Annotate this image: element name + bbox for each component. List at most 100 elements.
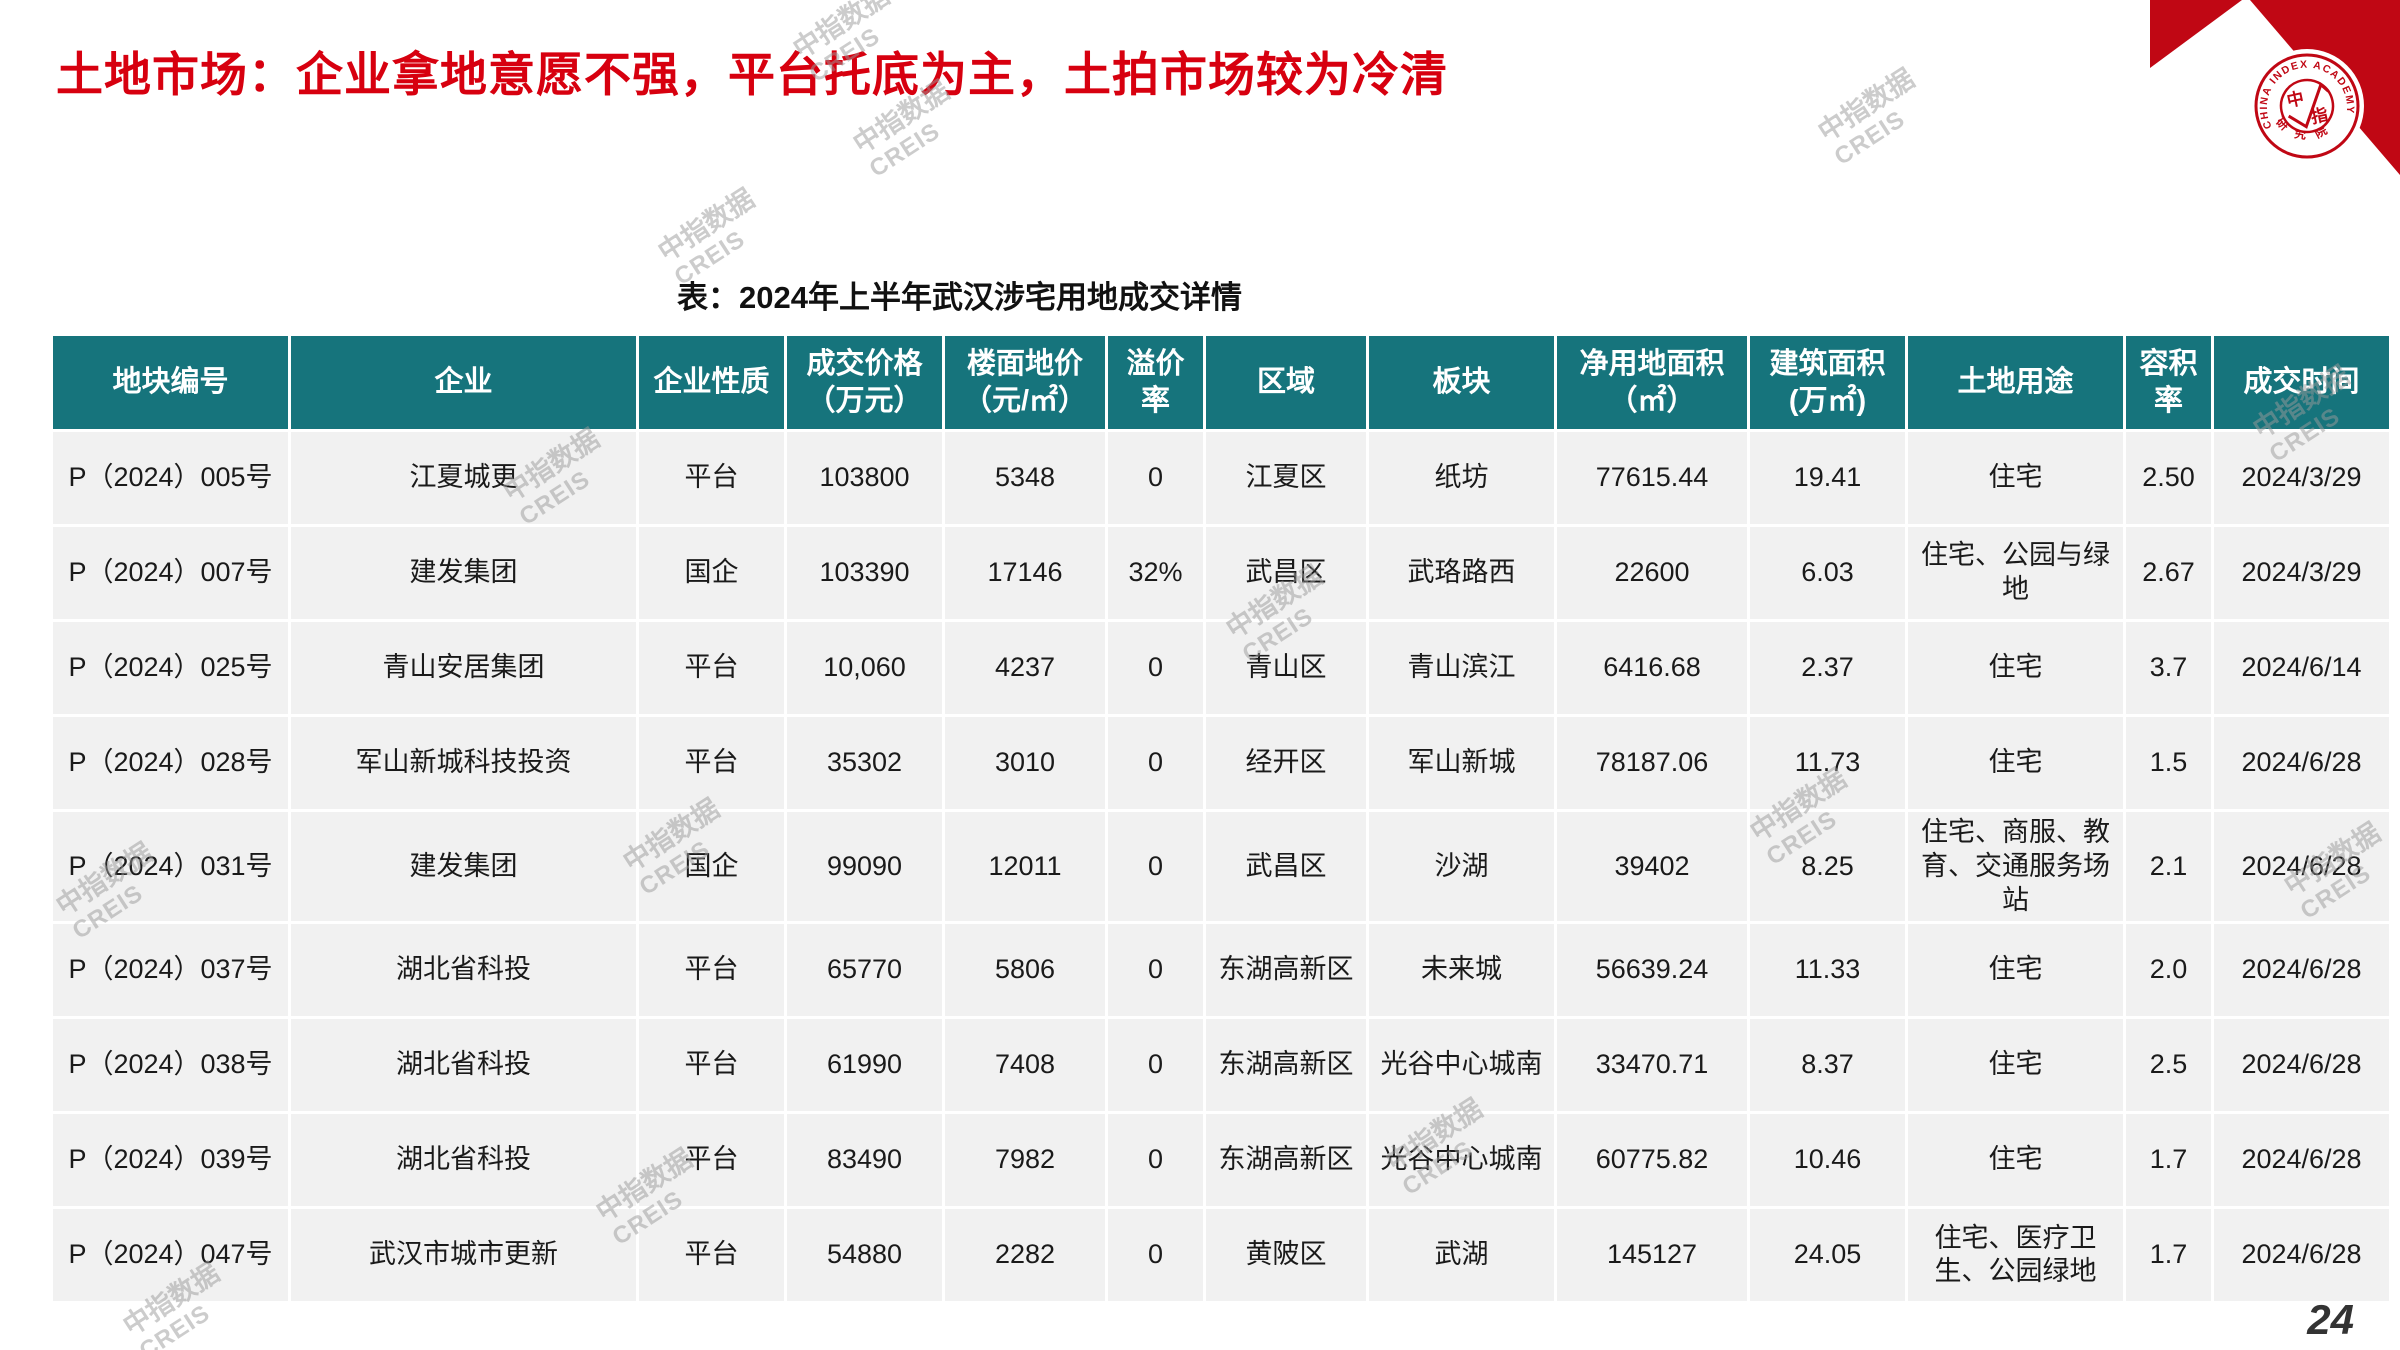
cell-company: 建发集团 [291, 527, 636, 619]
cell-deal-date: 2024/6/28 [2214, 1209, 2389, 1302]
cell-net-land-area: 22600 [1557, 527, 1747, 619]
cell-plot-id: P（2024）037号 [53, 924, 288, 1017]
cell-far: 2.0 [2126, 924, 2211, 1017]
cell-company-type: 平台 [639, 717, 784, 809]
cell-price: 54880 [787, 1209, 942, 1302]
cell-premium-rate: 0 [1108, 924, 1203, 1017]
cell-deal-date: 2024/6/28 [2214, 924, 2389, 1017]
cell-floor-price: 17146 [945, 527, 1105, 619]
column-header-far: 容积 率 [2126, 336, 2211, 429]
cell-land-use: 住宅、商服、教育、交通服务场站 [1908, 812, 2123, 922]
cell-building-area: 19.41 [1750, 432, 1905, 524]
cell-plot-id: P（2024）038号 [53, 1019, 288, 1112]
column-header-plot-id: 地块编号 [53, 336, 288, 429]
slide-title: 土地市场：企业拿地意愿不强，平台托底为主，土拍市场较为冷清 [56, 48, 1448, 101]
column-header-premium-rate: 溢价 率 [1108, 336, 1203, 429]
cell-district: 东湖高新区 [1206, 924, 1366, 1017]
cell-district: 青山区 [1206, 622, 1366, 714]
cell-company: 青山安居集团 [291, 622, 636, 714]
cell-premium-rate: 0 [1108, 1209, 1203, 1302]
cell-price: 61990 [787, 1019, 942, 1112]
cell-company-type: 平台 [639, 1019, 784, 1112]
cell-far: 1.7 [2126, 1114, 2211, 1207]
cell-company-type: 平台 [639, 1114, 784, 1207]
cell-plot-id: P（2024）031号 [53, 812, 288, 922]
cell-price: 103800 [787, 432, 942, 524]
cell-net-land-area: 33470.71 [1557, 1019, 1747, 1112]
cell-district: 东湖高新区 [1206, 1019, 1366, 1112]
cell-premium-rate: 0 [1108, 812, 1203, 922]
land-transactions-table: 地块编号 企业 企业性质 成交价格 （万元） 楼面地价 （元/㎡） 溢价 率 区… [50, 333, 2392, 1304]
cell-price: 83490 [787, 1114, 942, 1207]
cell-plot-id: P（2024）007号 [53, 527, 288, 619]
cell-land-use: 住宅 [1908, 924, 2123, 1017]
cell-deal-date: 2024/6/28 [2214, 717, 2389, 809]
cell-land-use: 住宅、公园与绿地 [1908, 527, 2123, 619]
china-index-academy-logo: CHINA INDEX ACADEMY 研 究 院 中 指 [2150, 0, 2400, 175]
cell-plot-id: P（2024）039号 [53, 1114, 288, 1207]
cell-deal-date: 2024/3/29 [2214, 527, 2389, 619]
cell-company-type: 平台 [639, 432, 784, 524]
cell-company-type: 国企 [639, 812, 784, 922]
cell-company-type: 平台 [639, 622, 784, 714]
table-row: P（2024）025号 青山安居集团 平台 10,060 4237 0 青山区 … [53, 622, 2389, 714]
cell-district: 经开区 [1206, 717, 1366, 809]
page-number: 24 [2307, 1296, 2354, 1343]
table-row: P（2024）005号 江夏城更 平台 103800 5348 0 江夏区 纸坊… [53, 432, 2389, 524]
cell-district: 武昌区 [1206, 527, 1366, 619]
cell-land-use: 住宅 [1908, 432, 2123, 524]
table-row: P（2024）037号 湖北省科投 平台 65770 5806 0 东湖高新区 … [53, 924, 2389, 1017]
table-row: P（2024）007号 建发集团 国企 103390 17146 32% 武昌区… [53, 527, 2389, 619]
cell-sector: 纸坊 [1369, 432, 1554, 524]
cell-sector: 未来城 [1369, 924, 1554, 1017]
column-header-deal-date: 成交时间 [2214, 336, 2389, 429]
cell-price: 35302 [787, 717, 942, 809]
cell-far: 3.7 [2126, 622, 2211, 714]
cell-district: 江夏区 [1206, 432, 1366, 524]
cell-premium-rate: 32% [1108, 527, 1203, 619]
cell-premium-rate: 0 [1108, 717, 1203, 809]
cell-far: 2.67 [2126, 527, 2211, 619]
cell-company-type: 平台 [639, 1209, 784, 1302]
seal-char-zhong: 中 [2285, 88, 2306, 111]
column-header-company-type: 企业性质 [639, 336, 784, 429]
seal-char-zhi: 指 [2309, 104, 2330, 127]
cell-net-land-area: 60775.82 [1557, 1114, 1747, 1207]
cell-plot-id: P（2024）025号 [53, 622, 288, 714]
cell-deal-date: 2024/6/28 [2214, 1019, 2389, 1112]
cell-net-land-area: 145127 [1557, 1209, 1747, 1302]
column-header-building-area: 建筑面积 (万㎡) [1750, 336, 1905, 429]
cell-company: 武汉市城市更新 [291, 1209, 636, 1302]
cell-sector: 光谷中心城南 [1369, 1019, 1554, 1112]
column-header-land-use: 土地用途 [1908, 336, 2123, 429]
table-row: P（2024）038号 湖北省科投 平台 61990 7408 0 东湖高新区 … [53, 1019, 2389, 1112]
column-header-company: 企业 [291, 336, 636, 429]
table-body: P（2024）005号 江夏城更 平台 103800 5348 0 江夏区 纸坊… [53, 432, 2389, 1302]
cell-premium-rate: 0 [1108, 1114, 1203, 1207]
cell-floor-price: 5348 [945, 432, 1105, 524]
cell-price: 103390 [787, 527, 942, 619]
cell-premium-rate: 0 [1108, 432, 1203, 524]
table-row: P（2024）031号 建发集团 国企 99090 12011 0 武昌区 沙湖… [53, 812, 2389, 922]
cell-land-use: 住宅、医疗卫生、公园绿地 [1908, 1209, 2123, 1302]
column-header-floor-price: 楼面地价 （元/㎡） [945, 336, 1105, 429]
seal-emblem: 中 指 [2279, 78, 2335, 134]
cell-company: 军山新城科技投资 [291, 717, 636, 809]
cell-company: 湖北省科投 [291, 924, 636, 1017]
cell-floor-price: 7408 [945, 1019, 1105, 1112]
cell-floor-price: 12011 [945, 812, 1105, 922]
cell-net-land-area: 77615.44 [1557, 432, 1747, 524]
cell-floor-price: 3010 [945, 717, 1105, 809]
cell-district: 黄陂区 [1206, 1209, 1366, 1302]
column-header-net-land-area: 净用地面积 （㎡） [1557, 336, 1747, 429]
cell-premium-rate: 0 [1108, 1019, 1203, 1112]
cell-company: 湖北省科投 [291, 1114, 636, 1207]
cell-far: 1.5 [2126, 717, 2211, 809]
cell-sector: 军山新城 [1369, 717, 1554, 809]
watermark: 中指数据 CREIS [1812, 63, 1920, 171]
cell-plot-id: P（2024）005号 [53, 432, 288, 524]
table-row: P（2024）047号 武汉市城市更新 平台 54880 2282 0 黄陂区 … [53, 1209, 2389, 1302]
cell-company: 江夏城更 [291, 432, 636, 524]
cell-far: 2.5 [2126, 1019, 2211, 1112]
cell-deal-date: 2024/6/28 [2214, 812, 2389, 922]
